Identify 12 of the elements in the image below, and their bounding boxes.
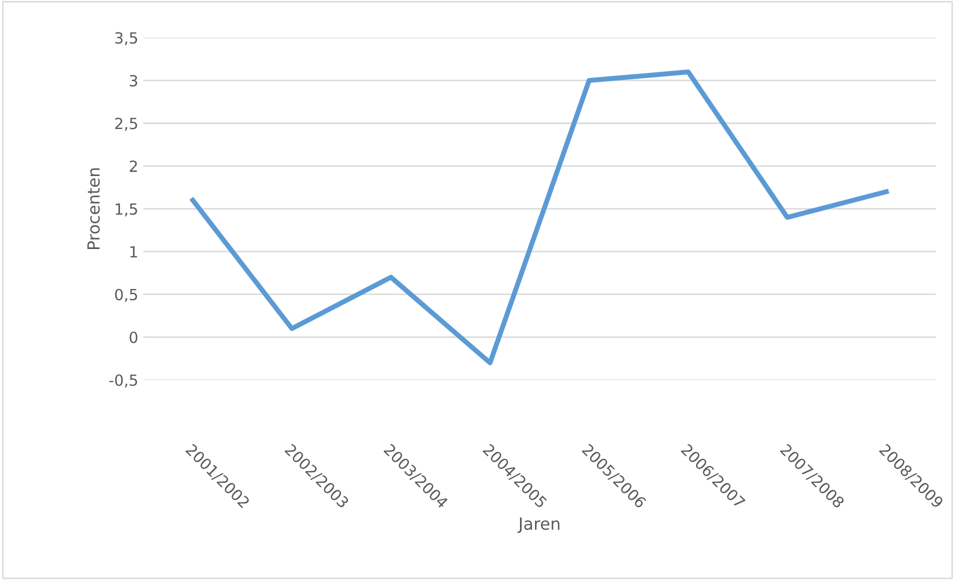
- y-tick-label: -0,5: [109, 374, 138, 388]
- y-axis-title: Procenten: [87, 168, 100, 250]
- y-tick-label: 0: [130, 332, 138, 344]
- y-tick-label: 2: [130, 160, 137, 172]
- x-axis-title: Jaren: [518, 518, 560, 534]
- y-tick-label: 1: [130, 246, 137, 258]
- y-tick-label: 3,5: [115, 32, 138, 46]
- y-tick-label: 3: [130, 74, 138, 86]
- y-tick-label: 1,5: [116, 203, 138, 216]
- line-series: [190, 69, 889, 366]
- y-tick-label: 2,5: [115, 118, 138, 131]
- y-tick-label: 0,5: [115, 288, 138, 302]
